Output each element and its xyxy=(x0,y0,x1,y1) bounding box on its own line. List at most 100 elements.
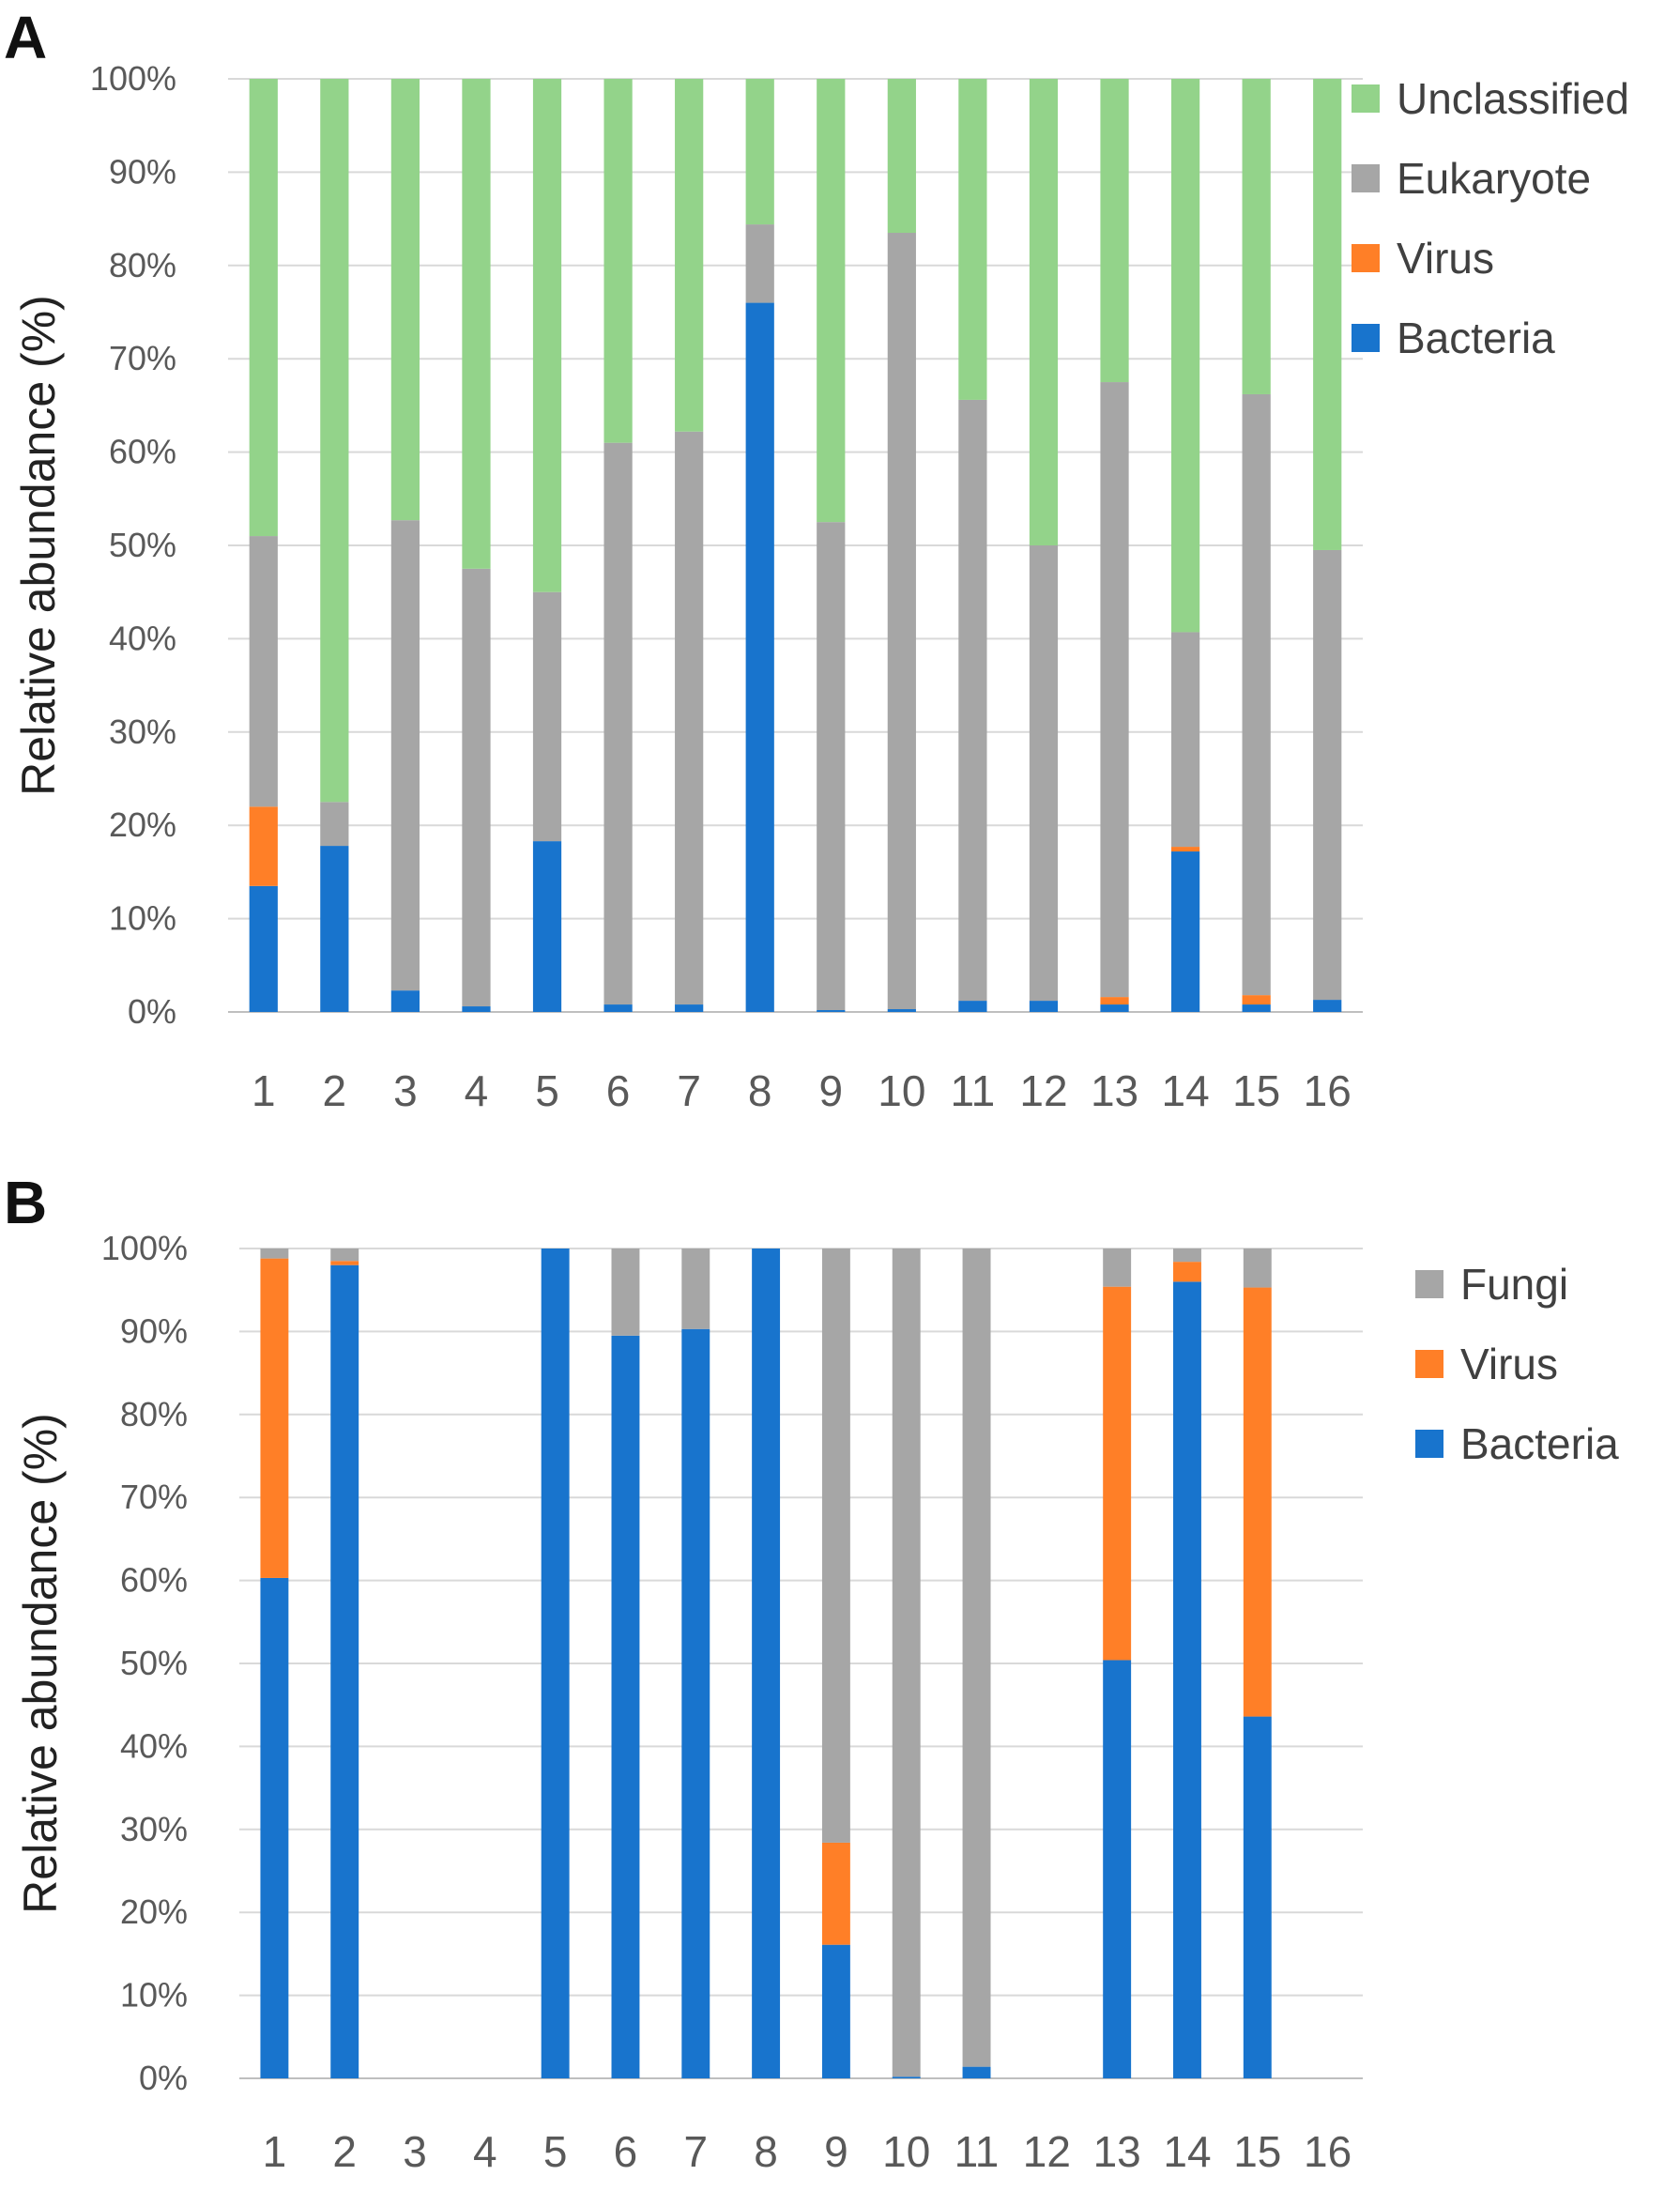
panel-a-legend-swatch-virus xyxy=(1352,244,1380,272)
panel-b-bar-fungi-2 xyxy=(330,1249,359,1262)
panel-a-x-tick-label: 13 xyxy=(1091,1066,1138,1115)
panel-b-bar-bacteria-6 xyxy=(611,1335,640,2078)
panel-a-bar-eukaryote-9 xyxy=(817,522,846,1011)
panel-a-x-tick-label: 9 xyxy=(818,1066,843,1115)
panel-b-x-tick-label: 11 xyxy=(955,2127,1000,2176)
panel-a-y-tick-label: 60% xyxy=(109,433,176,471)
panel-b-y-tick-label: 30% xyxy=(120,1810,188,1848)
panel-b-bar-virus-15 xyxy=(1243,1287,1272,1717)
panel-a-bar-bacteria-14 xyxy=(1170,851,1200,1012)
panel-b-x-tick-label: 16 xyxy=(1304,2127,1352,2176)
panel-a-legend-label-unclassified: Unclassified xyxy=(1397,74,1629,123)
panel-a-x-tick-label: 14 xyxy=(1162,1066,1210,1115)
panel-a-bar-bacteria-10 xyxy=(887,1009,916,1012)
panel-a-bar-eukaryote-14 xyxy=(1170,632,1200,848)
chart-panel-b: B 0% 10% 20% 30% 40% 50% 60% 70% 80% 90% 100% Relati… xyxy=(4,1169,1619,2176)
panel-a-bar-eukaryote-4 xyxy=(462,568,491,1007)
panel-b-bar-fungi-1 xyxy=(260,1249,289,1259)
panel-b-x-tick-label: 5 xyxy=(543,2127,568,2176)
panel-a-bar-eukaryote-8 xyxy=(745,224,774,303)
panel-a-bar-eukaryote-11 xyxy=(958,399,987,1002)
panel-a-bar-unclassified-1 xyxy=(249,79,278,537)
panel-a-y-tick-label: 30% xyxy=(109,712,176,751)
panel-a-bar-unclassified-6 xyxy=(603,79,633,443)
panel-b-legend-swatch-virus xyxy=(1415,1350,1443,1378)
panel-a-x-tick-label: 5 xyxy=(535,1066,559,1115)
panel-b-legend-label-fungi: Fungi xyxy=(1460,1260,1568,1309)
panel-a-y-axis-label: Relative abundance (%) xyxy=(12,295,65,796)
panel-b-bar-bacteria-14 xyxy=(1173,1281,1201,2078)
panel-b-y-axis-label: Relative abundance (%) xyxy=(14,1413,67,1914)
panel-a-bar-unclassified-7 xyxy=(675,79,704,432)
panel-a-bar-eukaryote-12 xyxy=(1029,545,1059,1002)
panel-a-x-tick-label: 1 xyxy=(252,1066,276,1115)
panel-a-y-tick-label: 90% xyxy=(109,152,176,191)
panel-b-bar-fungi-7 xyxy=(681,1249,710,1329)
panel-a-bar-unclassified-9 xyxy=(817,79,846,523)
panel-b-bar-bacteria-15 xyxy=(1243,1716,1272,2078)
panel-a-bar-virus-13 xyxy=(1100,997,1129,1005)
panel-a-bar-eukaryote-2 xyxy=(320,802,349,847)
panel-a-bar-unclassified-12 xyxy=(1029,79,1059,545)
panel-b-bar-bacteria-11 xyxy=(962,2066,991,2078)
panel-b-bar-fungi-13 xyxy=(1103,1249,1132,1287)
panel-a-bar-bacteria-8 xyxy=(745,302,774,1012)
panel-b-y-tick-label: 40% xyxy=(120,1726,188,1765)
panel-a-bar-virus-14 xyxy=(1170,847,1200,852)
panel-a-bar-eukaryote-1 xyxy=(249,536,278,807)
panel-b-x-tick-label: 12 xyxy=(1023,2127,1071,2176)
panel-b-x-tick-label: 3 xyxy=(403,2127,427,2176)
panel-b-legend-swatch-fungi xyxy=(1415,1270,1443,1298)
panel-a-y-tick-label: 0% xyxy=(128,992,176,1031)
panel-a-bar-eukaryote-10 xyxy=(887,233,916,1010)
panel-a-x-tick-label: 16 xyxy=(1304,1066,1352,1115)
panel-a-bar-bacteria-2 xyxy=(320,846,349,1012)
panel-b-x-tick-label: 15 xyxy=(1233,2127,1281,2176)
panel-a-x-tick-label: 8 xyxy=(748,1066,772,1115)
panel-b-x-tick-label: 7 xyxy=(683,2127,708,2176)
panel-a-bar-unclassified-16 xyxy=(1313,79,1342,550)
panel-a-bar-unclassified-15 xyxy=(1242,79,1271,394)
panel-b-bar-bacteria-13 xyxy=(1103,1660,1132,2078)
panel-a-x-tick-label: 15 xyxy=(1232,1066,1280,1115)
panel-b-y-tick-label: 0% xyxy=(139,2059,188,2097)
panel-a-x-tick-label: 4 xyxy=(465,1066,489,1115)
panel-a-y-tick-label: 50% xyxy=(109,526,176,564)
panel-a-y-tick-label: 20% xyxy=(109,805,176,844)
panel-b-y-tick-label: 70% xyxy=(120,1478,188,1516)
panel-a-legend-label-eukaryote: Eukaryote xyxy=(1397,154,1591,203)
panel-a-bar-unclassified-5 xyxy=(532,79,562,592)
panel-b-y-tick-label: 90% xyxy=(120,1311,188,1350)
panel-a-bar-unclassified-3 xyxy=(390,79,420,521)
panel-a-bar-eukaryote-3 xyxy=(390,520,420,991)
panel-b-letter: B xyxy=(4,1169,47,1236)
panel-a-bar-eukaryote-5 xyxy=(532,591,562,842)
panel-a-bar-unclassified-11 xyxy=(958,79,987,400)
panel-a-y-tick-label: 80% xyxy=(109,246,176,284)
panel-b-bar-fungi-15 xyxy=(1243,1249,1272,1288)
panel-b-bar-bacteria-1 xyxy=(260,1577,289,2078)
panel-a-bar-bacteria-11 xyxy=(958,1001,987,1012)
panel-a-y-tick-label: 10% xyxy=(109,899,176,938)
panel-b-bar-virus-2 xyxy=(330,1261,359,1265)
panel-a-bar-unclassified-14 xyxy=(1170,79,1200,633)
panel-a-x-tick-label: 3 xyxy=(393,1066,418,1115)
panel-a-bar-bacteria-5 xyxy=(532,841,562,1012)
panel-b-bar-bacteria-5 xyxy=(541,1249,570,2078)
panel-a-bar-unclassified-4 xyxy=(462,79,491,569)
panel-a-bar-unclassified-2 xyxy=(320,79,349,803)
panel-b-bar-virus-13 xyxy=(1103,1286,1132,1661)
panel-b-bar-fungi-11 xyxy=(962,1249,991,2067)
panel-b-y-tick-label: 20% xyxy=(120,1892,188,1931)
panel-b-x-tick-label: 2 xyxy=(332,2127,357,2176)
panel-b-x-tick-label: 10 xyxy=(882,2127,930,2176)
panel-a-legend-swatch-eukaryote xyxy=(1352,164,1380,192)
panel-a-bar-virus-1 xyxy=(249,806,278,886)
panel-b-y-tick-label: 50% xyxy=(120,1644,188,1682)
panel-b-bar-bacteria-8 xyxy=(752,1249,781,2078)
panel-b-legend-label-virus: Virus xyxy=(1460,1340,1558,1388)
panel-b-bar-bacteria-10 xyxy=(892,2076,921,2078)
panel-a-bar-virus-15 xyxy=(1242,995,1271,1005)
panel-b-y-tick-label: 100% xyxy=(101,1229,188,1267)
panel-a-bar-eukaryote-6 xyxy=(603,442,633,1005)
